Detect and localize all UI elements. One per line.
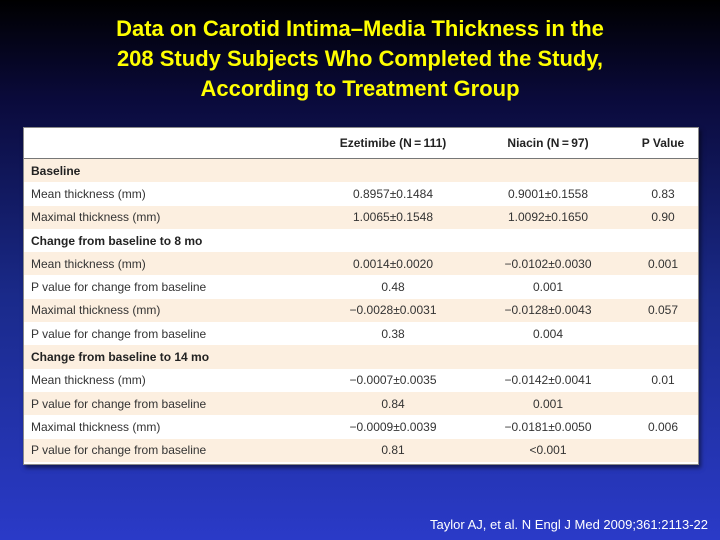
row-label: Maximal thickness (mm): [24, 298, 318, 323]
ezetimibe-cell: 0.38: [381, 326, 405, 341]
p-value-cell: 0.90: [628, 205, 698, 229]
niacin-cell: −0.0142±0.0041: [504, 373, 592, 388]
niacin-cell: 0.9001±0.1558: [508, 186, 588, 201]
slide-title: Data on Carotid Intima–Media Thickness i…: [0, 14, 720, 104]
citation: Taylor AJ, et al. N Engl J Med 2009;361:…: [430, 517, 708, 532]
row-label: Change from baseline to 8 mo: [31, 233, 203, 248]
p-value-cell: 0.057: [628, 298, 698, 323]
table-body: Baseline Mean thickness (mm) 0.8957±0.1484…: [24, 158, 698, 462]
p-value-cell: [628, 158, 698, 183]
niacin-cell: 0.004: [532, 326, 564, 341]
ezetimibe-cell: [318, 158, 468, 183]
table-row: Maximal thickness (mm) −0.0028±0.0031 −0.0…: [24, 298, 698, 323]
niacin-cell: <0.001: [468, 438, 628, 462]
slide-title-line-2: 208 Study Subjects Who Completed the Stu…: [116, 46, 604, 71]
table-row: P value for change from baseline 0.84 0.00…: [24, 391, 698, 416]
table-row: P value for change from baseline 0.48 0.00…: [24, 275, 698, 298]
ezetimibe-cell: 0.48: [381, 280, 405, 295]
p-value-cell: [628, 275, 698, 298]
row-label: Change from baseline to 14 mo: [24, 345, 318, 369]
table-section-row: Change from baseline to 8 mo: [24, 229, 698, 252]
table-row: Maximal thickness (mm) 1.0065±0.1548 1.009…: [24, 205, 698, 229]
ezetimibe-cell: −0.0028±0.0031: [318, 298, 468, 323]
ezetimibe-cell: [318, 229, 468, 252]
slide-title-line-1: Data on Carotid Intima–Media Thickness i…: [116, 16, 604, 41]
column-header-ezetimibe: Ezetimibe (N = 111): [318, 128, 468, 159]
ezetimibe-cell: −0.0009±0.0039: [349, 419, 437, 434]
table-section-row: Baseline: [24, 158, 698, 183]
row-label: P value for change from baseline: [24, 438, 318, 462]
p-value-cell: [628, 322, 698, 345]
p-value-cell: 0.006: [647, 419, 679, 434]
table-section-row: Change from baseline to 14 mo: [24, 345, 698, 369]
row-label: Maximal thickness (mm): [24, 205, 318, 229]
slide-title-line-3: According to Treatment Group: [200, 76, 520, 101]
row-label: P value for change from baseline: [31, 326, 207, 341]
table-row: Mean thickness (mm) 0.0014±0.0020 −0.0102±…: [24, 252, 698, 276]
table-row: P value for change from baseline 0.38 0.00…: [24, 322, 698, 345]
column-header-label: [24, 128, 318, 159]
niacin-cell: −0.0181±0.0050: [504, 419, 592, 434]
row-label: Maximal thickness (mm): [31, 419, 161, 434]
ezetimibe-cell: 0.0014±0.0020: [318, 252, 468, 276]
table-row: Maximal thickness (mm) −0.0009±0.0039 −0.0…: [24, 415, 698, 438]
niacin-cell: [468, 158, 628, 183]
p-value-cell: [628, 345, 698, 369]
niacin-cell: 0.001: [532, 280, 564, 295]
niacin-cell: −0.0102±0.0030: [468, 252, 628, 276]
niacin-cell: 0.001: [468, 391, 628, 416]
data-table-panel: Ezetimibe (N = 111) Niacin (N = 97) P Va…: [23, 127, 699, 465]
ezetimibe-cell: 0.84: [318, 391, 468, 416]
row-label: Mean thickness (mm): [31, 373, 146, 388]
niacin-cell: [468, 345, 628, 369]
ezetimibe-cell: 0.81: [318, 438, 468, 462]
row-label: P value for change from baseline: [31, 280, 207, 295]
row-label: P value for change from baseline: [24, 391, 318, 416]
table-row: Mean thickness (mm) 0.8957±0.1484 0.9001±0…: [24, 182, 698, 205]
row-label: Mean thickness (mm): [31, 186, 146, 201]
table-row: Mean thickness (mm) −0.0007±0.0035 −0.0142…: [24, 369, 698, 392]
niacin-cell: 1.0092±0.1650: [468, 205, 628, 229]
p-value-cell: 0.83: [651, 186, 675, 201]
data-table: Ezetimibe (N = 111) Niacin (N = 97) P Va…: [24, 128, 698, 462]
p-value-cell: [628, 229, 698, 252]
p-value-cell: 0.01: [651, 373, 675, 388]
row-label: Mean thickness (mm): [24, 252, 318, 276]
p-value-cell: [628, 391, 698, 416]
ezetimibe-cell: 0.8957±0.1484: [353, 186, 433, 201]
table-row: P value for change from baseline 0.81 <0.0…: [24, 438, 698, 462]
row-label: Baseline: [24, 158, 318, 183]
column-header-p-value: P Value: [628, 128, 698, 159]
table-header-row: Ezetimibe (N = 111) Niacin (N = 97) P Va…: [24, 128, 698, 159]
column-header-niacin: Niacin (N = 97): [468, 128, 628, 159]
ezetimibe-cell: [318, 345, 468, 369]
niacin-cell: [468, 229, 628, 252]
ezetimibe-cell: 1.0065±0.1548: [318, 205, 468, 229]
p-value-cell: 0.001: [628, 252, 698, 276]
p-value-cell: [628, 438, 698, 462]
ezetimibe-cell: −0.0007±0.0035: [349, 373, 437, 388]
niacin-cell: −0.0128±0.0043: [468, 298, 628, 323]
